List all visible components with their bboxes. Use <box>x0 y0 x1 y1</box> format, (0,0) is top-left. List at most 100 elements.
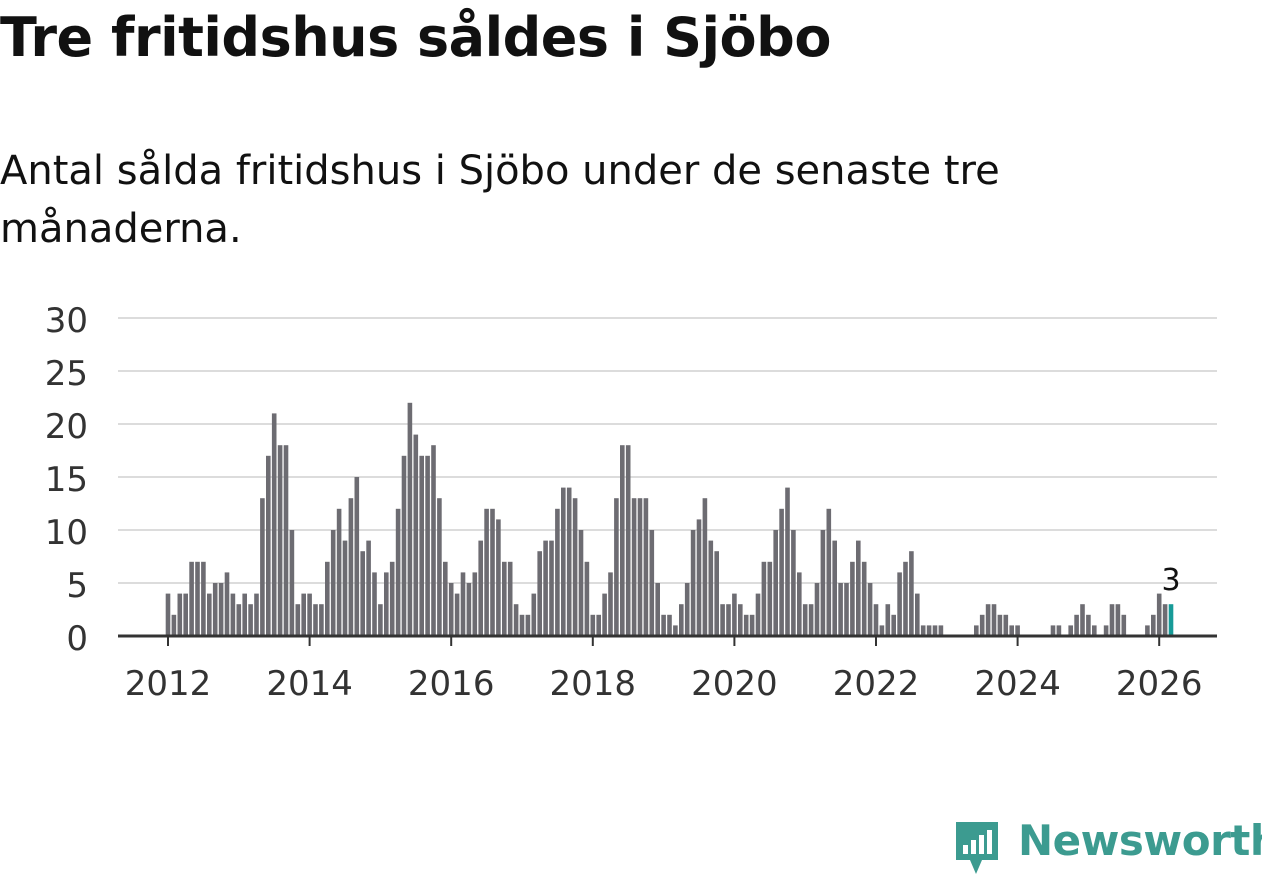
bar <box>425 455 430 636</box>
bar <box>974 625 979 636</box>
bar <box>920 625 926 636</box>
bar <box>614 498 619 636</box>
bar <box>679 604 684 636</box>
bar <box>991 604 997 636</box>
bar <box>360 551 365 636</box>
highlight-value-label: 3 <box>1161 563 1180 598</box>
bar <box>325 561 330 636</box>
bar <box>401 455 407 636</box>
x-tick-label: 2012 <box>125 664 212 704</box>
chart-title: Tre fritidshus såldes i Sjöbo <box>0 6 831 69</box>
bar <box>749 614 755 636</box>
bar <box>472 572 478 636</box>
bar <box>348 498 354 636</box>
bar <box>561 487 566 636</box>
annotations: 3 <box>1161 563 1180 598</box>
bar <box>791 530 796 636</box>
bar <box>903 561 908 636</box>
bar <box>720 604 725 636</box>
bar <box>637 498 643 636</box>
bar <box>271 413 277 636</box>
bar <box>838 583 843 636</box>
x-tick-label: 2020 <box>691 664 778 704</box>
bar <box>1115 604 1121 636</box>
bar <box>696 519 702 636</box>
bar <box>301 593 306 636</box>
bar <box>1003 614 1009 636</box>
bar <box>212 583 218 636</box>
bar <box>814 583 820 636</box>
bar <box>460 572 466 636</box>
bar <box>543 540 548 636</box>
bar <box>1050 625 1056 636</box>
bar <box>779 508 784 636</box>
bar <box>431 445 436 636</box>
bar <box>702 498 708 636</box>
bar-highlight <box>1168 604 1174 636</box>
bar <box>478 540 483 636</box>
bar <box>909 551 914 636</box>
bar <box>507 561 513 636</box>
bar <box>873 604 879 636</box>
y-tick-label: 0 <box>66 619 88 659</box>
bar <box>525 614 531 636</box>
bar <box>879 625 885 636</box>
bar <box>1068 625 1073 636</box>
bar <box>413 434 419 636</box>
bar <box>856 540 861 636</box>
bar <box>277 445 283 636</box>
bar <box>165 593 171 636</box>
bar <box>195 561 200 636</box>
bar <box>171 614 177 636</box>
bar <box>932 625 938 636</box>
bar <box>218 583 224 636</box>
bar <box>395 508 401 636</box>
bar <box>832 540 837 636</box>
bar <box>885 604 891 636</box>
x-tick-label: 2024 <box>974 664 1061 704</box>
x-tick-label: 2016 <box>408 664 495 704</box>
bar <box>891 614 896 636</box>
bar <box>802 604 808 636</box>
bar <box>502 561 507 636</box>
bar <box>684 583 690 636</box>
bar <box>608 572 613 636</box>
bar <box>1162 604 1168 636</box>
bar <box>1092 625 1097 636</box>
brand-name: Newsworthy <box>1018 816 1262 865</box>
bar <box>378 604 383 636</box>
x-axis: 2012 2014 2016 2018 2020 2022 2024 2026 <box>118 634 1217 704</box>
bar <box>643 498 649 636</box>
bar <box>797 572 802 636</box>
bar <box>1080 604 1085 636</box>
y-tick-label: 30 <box>45 301 88 341</box>
bar <box>1086 614 1091 636</box>
bar <box>537 551 542 636</box>
bar <box>260 498 265 636</box>
bar <box>319 604 324 636</box>
bar <box>531 593 537 636</box>
bar <box>985 604 991 636</box>
bar <box>667 614 672 636</box>
bar <box>419 455 424 636</box>
bar <box>354 477 360 636</box>
bar <box>738 604 743 636</box>
bar <box>572 498 578 636</box>
bar <box>726 604 731 636</box>
bar <box>177 593 183 636</box>
bar <box>1121 614 1127 636</box>
bar <box>366 540 371 636</box>
bar <box>1009 625 1014 636</box>
bar <box>207 593 212 636</box>
chart-subtitle: Antal sålda fritidshus i Sjöbo under de … <box>0 148 1000 252</box>
bar <box>389 561 395 636</box>
grid-lines <box>118 317 1217 584</box>
bar <box>513 604 519 636</box>
bar <box>266 455 271 636</box>
bar <box>761 561 767 636</box>
bar <box>661 614 666 636</box>
y-tick-label: 25 <box>45 354 88 394</box>
bar <box>1074 614 1079 636</box>
x-tick-label: 2026 <box>1116 664 1203 704</box>
